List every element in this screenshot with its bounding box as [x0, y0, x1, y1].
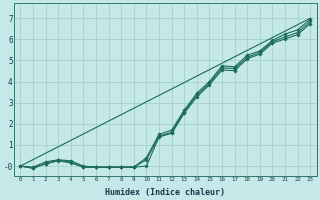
X-axis label: Humidex (Indice chaleur): Humidex (Indice chaleur) — [105, 188, 225, 197]
